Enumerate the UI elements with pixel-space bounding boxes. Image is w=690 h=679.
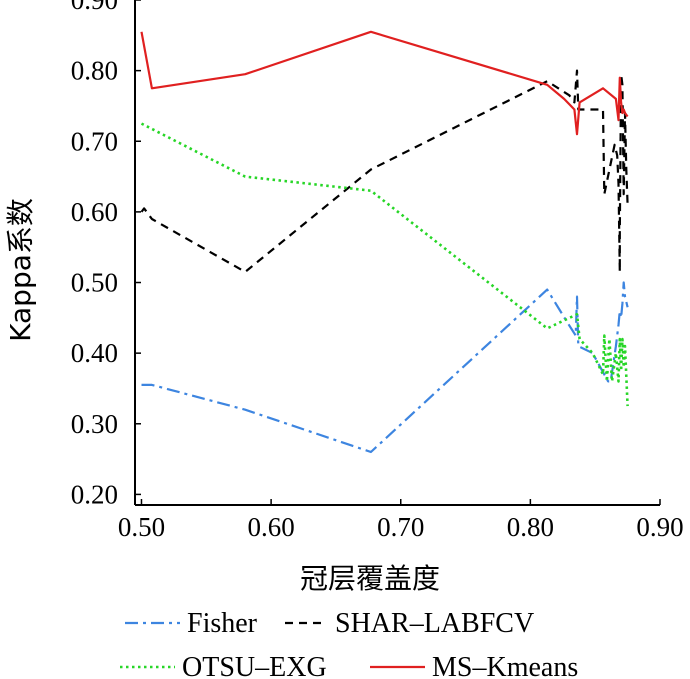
x-tick-label: 0.80 <box>507 512 554 542</box>
x-tick-label: 0.90 <box>636 512 683 542</box>
y-tick-label: 0.50 <box>71 268 118 298</box>
y-tick-label: 0.80 <box>71 56 118 86</box>
y-tick-label: 0.90 <box>71 0 118 15</box>
x-tick-label: 0.50 <box>118 512 165 542</box>
x-axis-title: 冠层覆盖度 <box>300 562 440 595</box>
legend-label-otsu-exg: OTSU–EXG <box>182 652 327 679</box>
x-tick-label: 0.70 <box>377 512 424 542</box>
series-line-shar-labfcv <box>140 69 629 273</box>
y-tick-label: 0.20 <box>71 479 118 509</box>
legend: Fisher SHAR–LABFCV OTSU–EXG MS–Kmeans <box>120 608 578 679</box>
plot-area <box>140 30 629 454</box>
y-tick-label: 0.70 <box>71 126 118 156</box>
y-axis-title: Kappa系数 <box>4 198 37 342</box>
series-shar-labfcv <box>140 69 629 273</box>
y-tick-label: 0.30 <box>71 409 118 439</box>
legend-label-shar-labfcv: SHAR–LABFCV <box>335 608 534 639</box>
series-line-ms-kmeans <box>140 30 629 136</box>
axes <box>134 0 660 506</box>
series-line-otsu-exg <box>140 122 629 407</box>
series-otsu-exg <box>140 122 629 407</box>
legend-label-ms-kmeans: MS–Kmeans <box>432 652 578 679</box>
x-tick-label: 0.60 <box>247 512 294 542</box>
legend-label-fisher: Fisher <box>187 608 258 639</box>
y-ticks: 0.20 0.30 0.40 0.50 0.60 0.70 0.80 0.90 <box>71 0 141 509</box>
series-fisher <box>141 281 629 454</box>
x-ticks: 0.50 0.60 0.70 0.80 0.90 <box>118 499 684 542</box>
y-tick-label: 0.60 <box>71 197 118 227</box>
y-tick-label: 0.40 <box>71 338 118 368</box>
series-line-fisher <box>141 281 629 454</box>
series-ms-kmeans <box>140 30 629 136</box>
